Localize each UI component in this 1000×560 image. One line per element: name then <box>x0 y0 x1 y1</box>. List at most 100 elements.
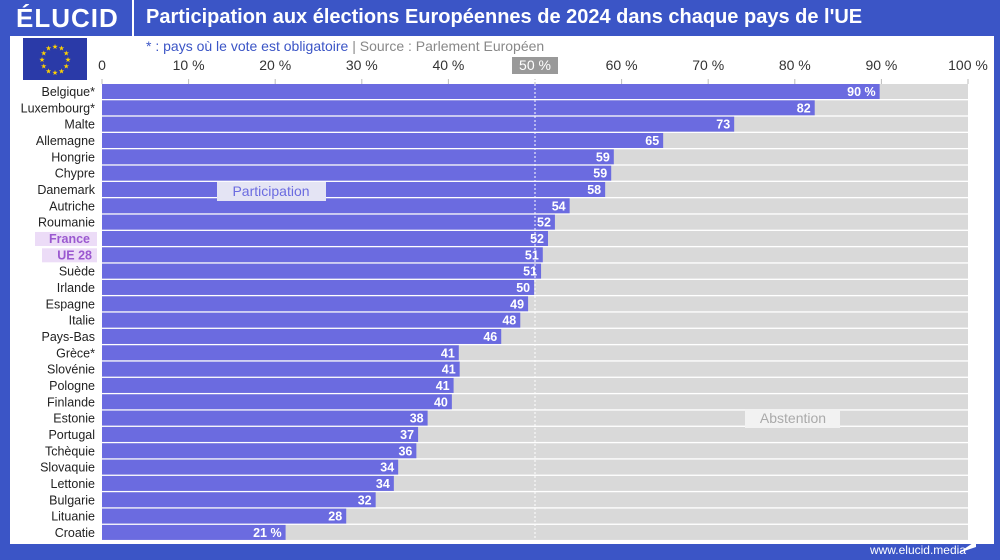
participation-bar <box>102 328 502 344</box>
data-label: 73 <box>716 118 730 132</box>
data-label: 38 <box>410 412 424 426</box>
x-tick-label: 50 % <box>519 57 551 73</box>
participation-bar <box>102 263 542 279</box>
star-icon: ★ <box>63 50 69 58</box>
x-tick-label: 100 % <box>948 57 988 73</box>
category-label: Danemark <box>37 183 95 197</box>
participation-bar <box>102 296 529 312</box>
x-tick-label: 20 % <box>259 57 291 73</box>
source-note: Source : Parlement Européen <box>359 38 545 54</box>
header: ÉLUCID Participation aux élections Europ… <box>0 0 1000 36</box>
highlight-bg <box>42 248 97 263</box>
participation-bar <box>102 443 417 459</box>
participation-series-label: Participation <box>232 183 309 199</box>
data-label: 54 <box>552 199 566 213</box>
category-label: Finlande <box>47 395 95 409</box>
participation-bar <box>102 394 452 410</box>
participation-bar <box>102 149 614 165</box>
data-label: 58 <box>587 183 601 197</box>
star-icon: ★ <box>41 50 47 58</box>
category-label: Espagne <box>46 297 95 311</box>
participation-bar <box>102 492 376 508</box>
data-label: 41 <box>442 363 456 377</box>
category-label: Pologne <box>49 379 95 393</box>
participation-bar <box>102 279 535 295</box>
data-label: 37 <box>400 428 414 442</box>
category-label: Bulgarie <box>49 493 95 507</box>
category-label: Belgique* <box>41 85 95 99</box>
data-label: 52 <box>530 232 544 246</box>
participation-bar <box>102 475 394 491</box>
star-icon: ★ <box>45 45 51 53</box>
x-tick-label: 70 % <box>692 57 724 73</box>
x-tick-label: 10 % <box>173 57 205 73</box>
data-label: 50 <box>516 281 530 295</box>
star-icon: ★ <box>52 43 58 51</box>
category-label: Irlande <box>57 281 95 295</box>
data-label: 52 <box>537 216 551 230</box>
data-label: 28 <box>328 510 342 524</box>
data-label: 41 <box>441 346 455 360</box>
participation-bar <box>102 198 570 214</box>
mandatory-note: * : pays où le vote est obligatoire <box>146 38 349 54</box>
x-tick-label: 60 % <box>606 57 638 73</box>
star-icon: ★ <box>39 56 45 64</box>
data-label: 21 % <box>253 526 282 540</box>
note-separator: | <box>352 38 356 54</box>
category-label: Pays-Bas <box>42 330 96 344</box>
category-label: France <box>49 232 90 246</box>
category-label: Tchèquie <box>45 444 95 458</box>
star-icon: ★ <box>52 69 58 77</box>
reference-label-bg <box>512 57 558 74</box>
data-label: 90 % <box>847 85 876 99</box>
logo: ÉLUCID <box>16 3 119 33</box>
category-label: Slovaquie <box>40 461 95 475</box>
star-icon: ★ <box>58 67 64 75</box>
eu-flag-icon: ★ ★ ★ ★ ★ ★ ★ ★ ★ ★ ★ ★ <box>23 38 87 80</box>
participation-bar <box>102 84 880 99</box>
data-label: 49 <box>510 297 524 311</box>
participation-bar <box>102 361 460 377</box>
data-label: 46 <box>483 330 497 344</box>
category-label: UE 28 <box>57 248 92 262</box>
participation-bar <box>102 312 521 328</box>
star-icon: ★ <box>58 45 64 53</box>
chart-title: Participation aux élections Européennes … <box>146 6 863 28</box>
category-label: Lettonie <box>51 477 96 491</box>
participation-bar <box>102 459 399 475</box>
abstention-label-bg <box>745 409 840 428</box>
data-label: 59 <box>593 167 607 181</box>
participation-bar <box>102 181 606 197</box>
highlight-bg <box>35 231 97 246</box>
star-icon: ★ <box>63 63 69 71</box>
category-label: Slovénie <box>47 363 95 377</box>
category-label: Grèce* <box>56 346 95 360</box>
x-tick-label: 90 % <box>865 57 897 73</box>
participation-bar <box>102 214 555 230</box>
category-label: Chypre <box>55 167 95 181</box>
divider <box>132 0 134 36</box>
data-label: 34 <box>380 461 394 475</box>
data-label: 32 <box>358 493 372 507</box>
category-label: Allemagne <box>36 134 95 148</box>
category-label: Lituanie <box>51 510 95 524</box>
data-label: 82 <box>797 101 811 115</box>
data-label: 34 <box>376 477 390 491</box>
data-label: 65 <box>645 134 659 148</box>
participation-bar <box>102 377 454 393</box>
chart-note: * : pays où le vote est obligatoire | So… <box>146 38 544 54</box>
x-tick-label: 40 % <box>432 57 464 73</box>
participation-bar <box>102 100 815 116</box>
category-label: Luxembourg* <box>21 101 95 115</box>
participation-bar <box>102 426 419 442</box>
category-label: Malte <box>64 118 95 132</box>
category-label: Autriche <box>49 199 95 213</box>
category-label: Portugal <box>48 428 95 442</box>
participation-bar <box>102 230 548 246</box>
data-label: 48 <box>502 314 516 328</box>
x-tick-label: 80 % <box>779 57 811 73</box>
x-tick-label: 0 <box>98 57 106 73</box>
star-icon: ★ <box>45 67 51 75</box>
footer-url: www.elucid.media <box>869 543 966 557</box>
